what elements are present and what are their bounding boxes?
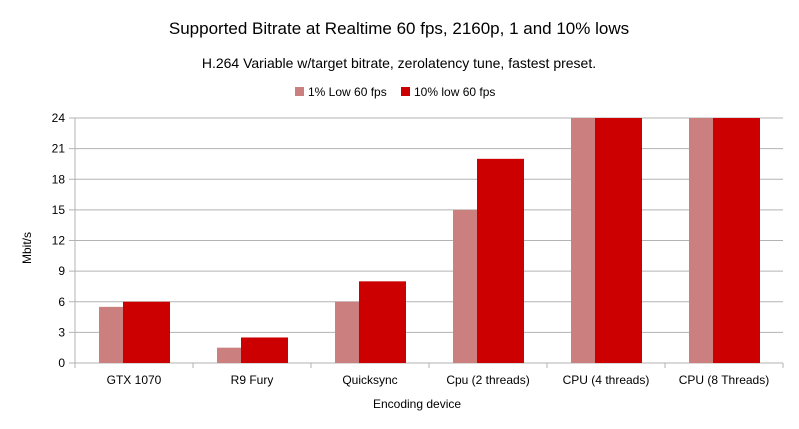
y-tick-label: 21 xyxy=(52,142,66,156)
x-tick-label: R9 Fury xyxy=(231,373,274,387)
bars xyxy=(99,118,760,363)
y-tick-label: 15 xyxy=(52,203,66,217)
bar-series-1 xyxy=(453,209,477,363)
bar-series-1 xyxy=(335,301,359,363)
legend-swatch xyxy=(295,87,304,96)
legend-label: 10% low 60 fps xyxy=(414,85,495,99)
legend-swatch xyxy=(401,87,410,96)
x-tick-label: CPU (8 Threads) xyxy=(679,373,769,387)
y-tick-label: 6 xyxy=(58,295,65,309)
y-tick-label: 18 xyxy=(52,172,66,186)
chart-subtitle: H.264 Variable w/target bitrate, zerolat… xyxy=(202,55,596,71)
x-tick-label: Cpu (2 threads) xyxy=(446,373,529,387)
x-tick-label: Quicksync xyxy=(342,373,397,387)
legend-label: 1% Low 60 fps xyxy=(308,85,387,99)
bar-series-2 xyxy=(123,301,170,363)
y-tick-label: 3 xyxy=(58,325,65,339)
bar-series-2 xyxy=(241,337,288,363)
axes: 0 3 6 9 12 15 18 21 24 GTX 1070 R9 Fury Quicksync Cp… xyxy=(52,111,784,387)
bar-series-1 xyxy=(217,347,241,363)
bar-series-1 xyxy=(99,306,123,363)
y-tick-label: 0 xyxy=(58,356,65,370)
chart-title: Supported Bitrate at Realtime 60 fps, 21… xyxy=(169,19,629,38)
y-tick-label: 9 xyxy=(58,264,65,278)
y-axis-label: Mbit/s xyxy=(20,232,34,264)
bar-series-1 xyxy=(571,118,595,363)
x-axis-label: Encoding device xyxy=(373,397,461,411)
x-tick-label: CPU (4 threads) xyxy=(563,373,650,387)
y-tick-label: 24 xyxy=(52,111,66,125)
bar-series-2 xyxy=(477,158,524,363)
bar-series-1 xyxy=(689,118,713,363)
x-tick-label: GTX 1070 xyxy=(107,373,162,387)
bar-series-2 xyxy=(713,118,760,363)
y-tick-label: 12 xyxy=(52,234,66,248)
grid xyxy=(69,117,783,364)
legend: 1% Low 60 fps 10% low 60 fps xyxy=(295,85,495,99)
bar-series-2 xyxy=(359,281,406,363)
bar-series-2 xyxy=(595,118,642,363)
